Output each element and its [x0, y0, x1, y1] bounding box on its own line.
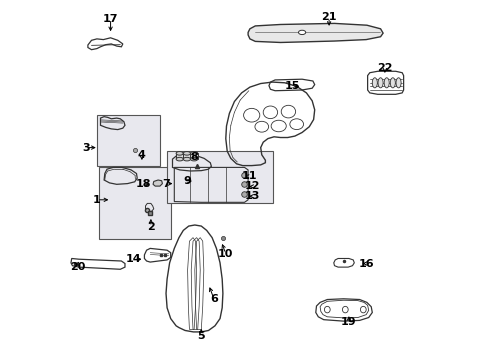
Text: 21: 21	[321, 12, 336, 22]
Polygon shape	[190, 153, 197, 159]
Ellipse shape	[342, 306, 347, 313]
Text: 7: 7	[162, 179, 170, 189]
Ellipse shape	[190, 152, 197, 155]
Ellipse shape	[243, 108, 259, 122]
Text: 9: 9	[183, 176, 190, 186]
Ellipse shape	[324, 306, 329, 313]
Bar	[167, 151, 273, 203]
Text: 3: 3	[82, 143, 90, 153]
Text: 12: 12	[244, 181, 260, 192]
Polygon shape	[183, 153, 190, 159]
Ellipse shape	[176, 157, 183, 161]
Text: 17: 17	[102, 14, 118, 24]
Text: 19: 19	[341, 317, 356, 327]
Ellipse shape	[298, 30, 305, 35]
Text: 13: 13	[244, 191, 260, 201]
Text: 22: 22	[376, 63, 392, 73]
Polygon shape	[153, 180, 162, 186]
Ellipse shape	[395, 78, 400, 88]
Ellipse shape	[281, 105, 295, 118]
Text: 10: 10	[218, 249, 233, 259]
Ellipse shape	[389, 78, 394, 88]
Ellipse shape	[270, 120, 285, 132]
Text: 14: 14	[126, 254, 142, 264]
Text: 18: 18	[135, 179, 150, 189]
Ellipse shape	[377, 78, 382, 88]
Polygon shape	[247, 23, 382, 42]
Ellipse shape	[176, 152, 183, 155]
Text: 11: 11	[241, 171, 256, 181]
Text: 1: 1	[93, 195, 101, 205]
Text: 16: 16	[358, 258, 374, 269]
Ellipse shape	[263, 106, 277, 119]
Ellipse shape	[183, 152, 190, 155]
Text: 2: 2	[147, 222, 155, 232]
Text: 15: 15	[284, 81, 299, 91]
Text: 8: 8	[190, 152, 198, 162]
Bar	[99, 167, 170, 239]
Ellipse shape	[254, 121, 268, 132]
Text: 6: 6	[209, 294, 217, 304]
Ellipse shape	[371, 78, 377, 88]
Bar	[97, 115, 160, 166]
Ellipse shape	[384, 78, 388, 88]
Ellipse shape	[289, 119, 303, 130]
Text: 5: 5	[197, 330, 204, 341]
Polygon shape	[176, 153, 183, 159]
Ellipse shape	[183, 157, 190, 161]
Ellipse shape	[190, 157, 197, 161]
Text: 4: 4	[138, 150, 145, 160]
Ellipse shape	[360, 306, 366, 313]
Text: 20: 20	[70, 262, 86, 272]
